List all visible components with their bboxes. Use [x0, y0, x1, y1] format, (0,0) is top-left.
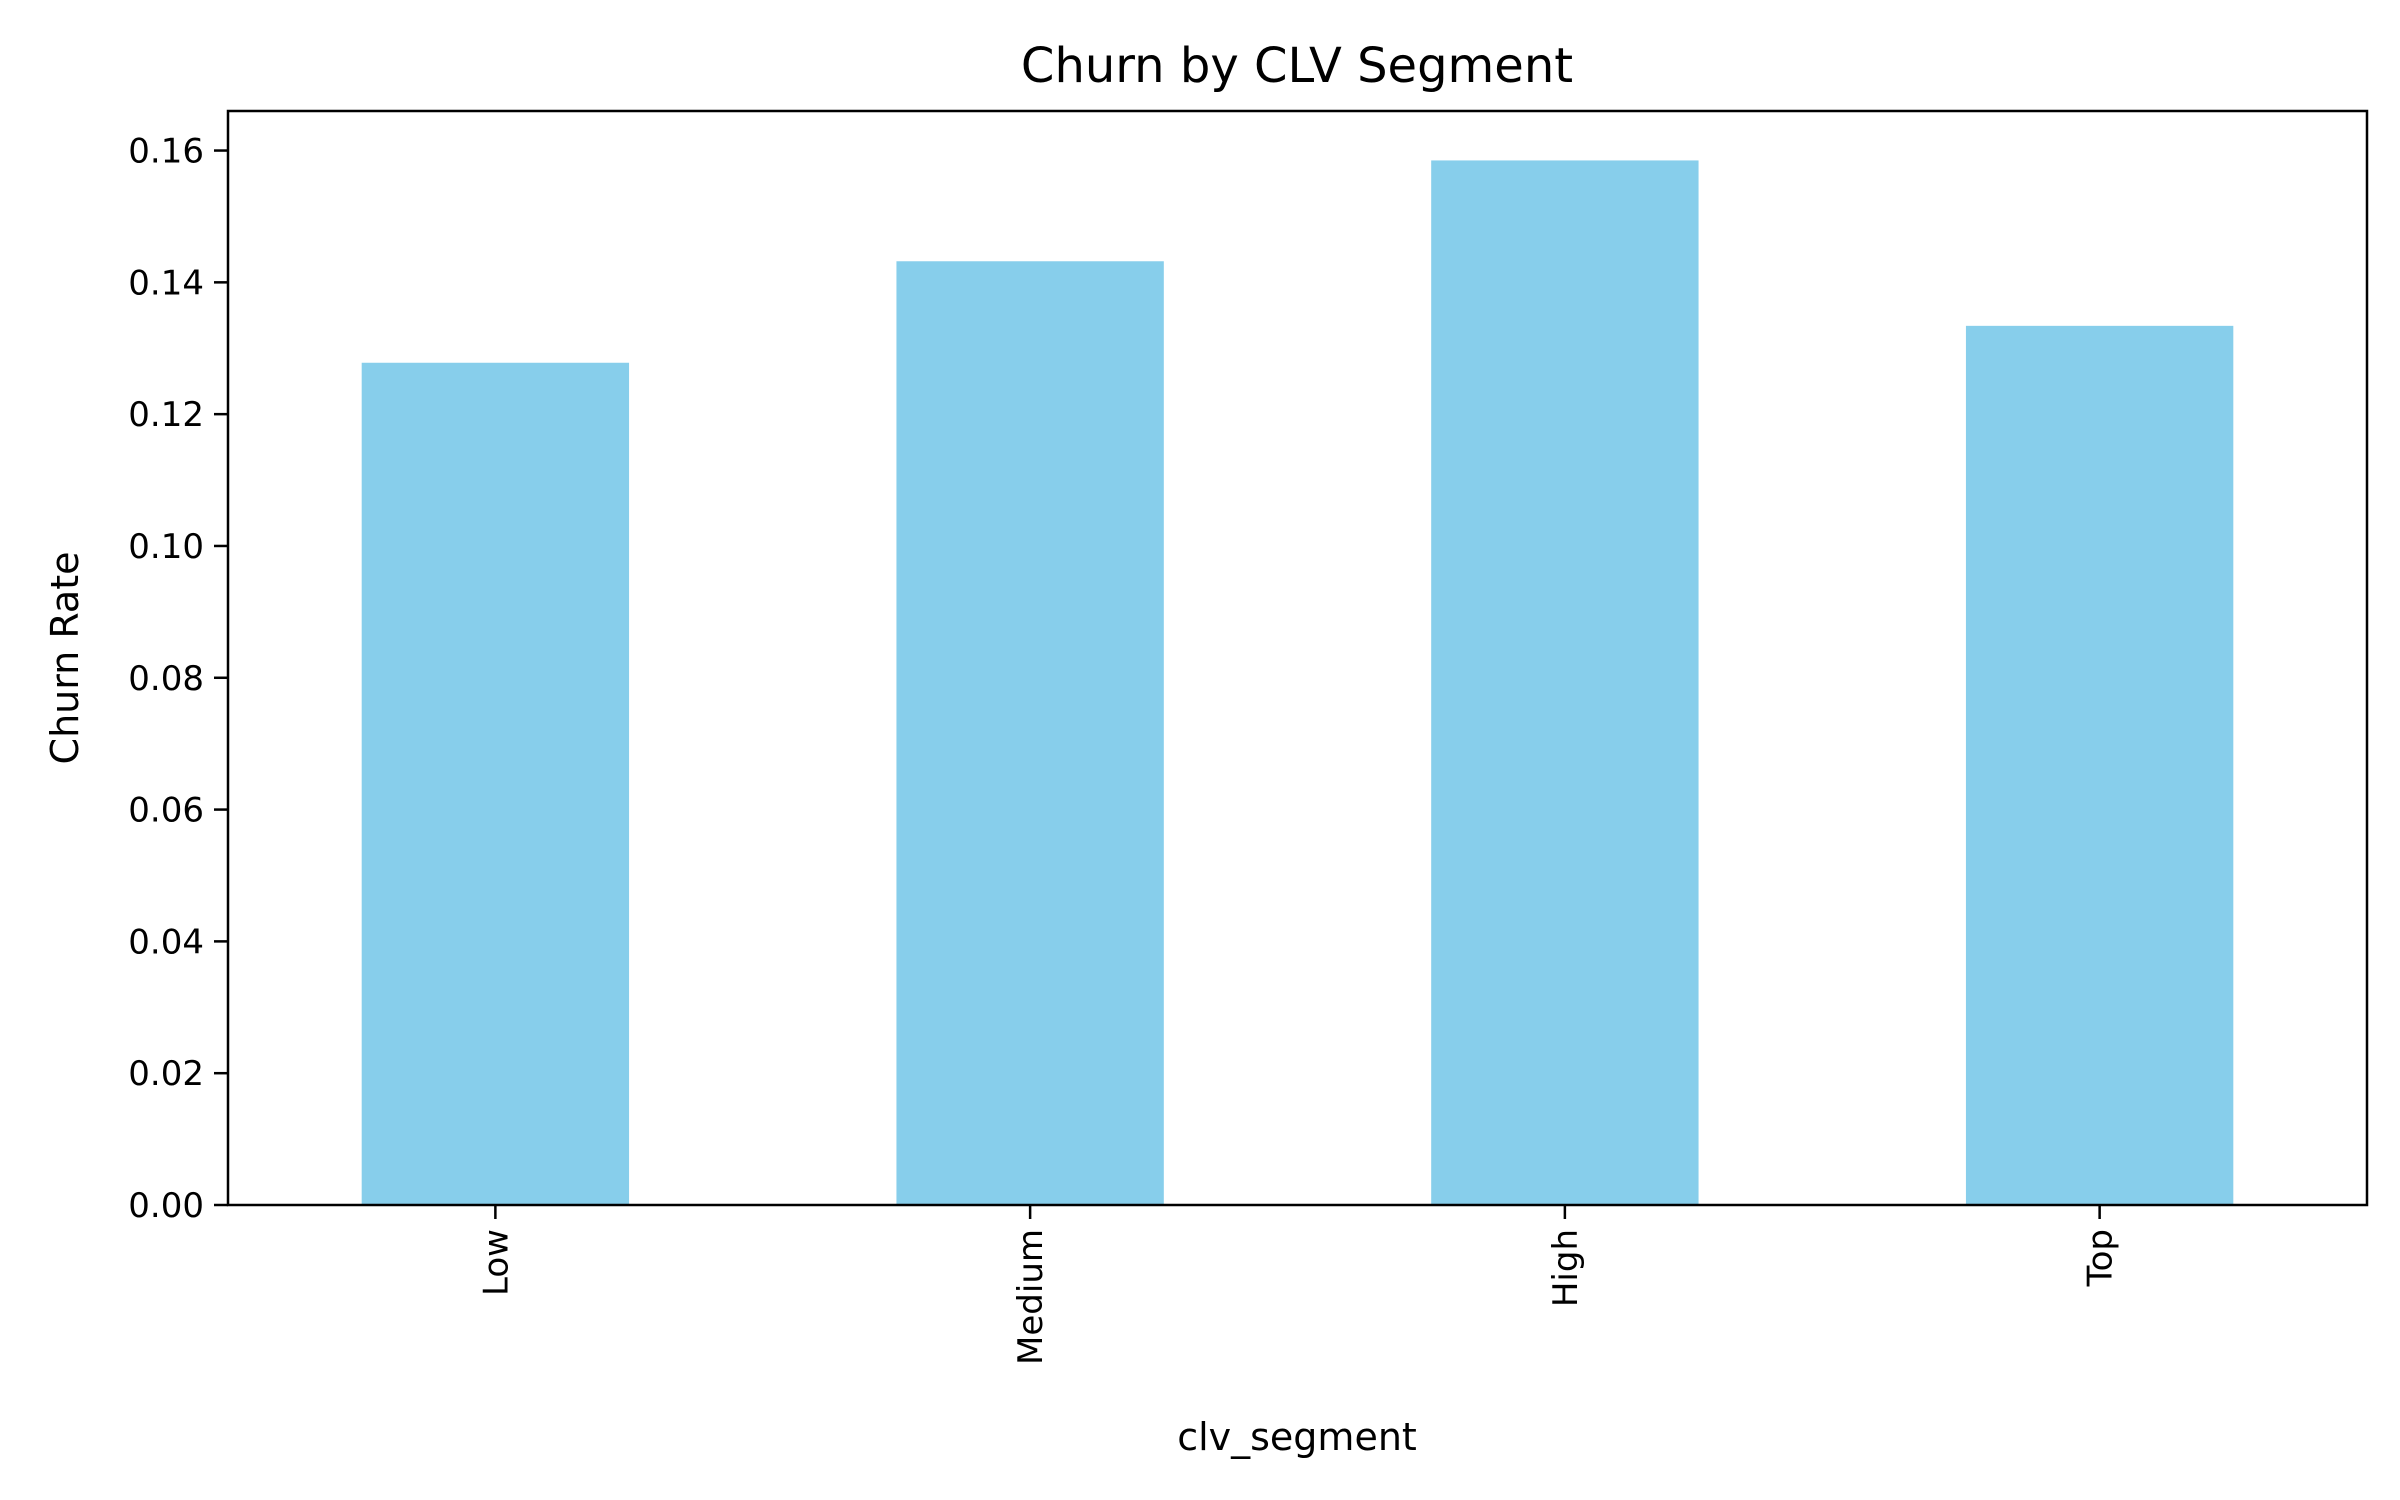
y-tick-label: 0.00	[128, 1186, 204, 1226]
y-tick-label: 0.02	[128, 1054, 204, 1094]
x-axis-ticks: Low Medium High Top	[476, 1205, 2121, 1365]
x-tick-label-medium: Medium	[1011, 1229, 1051, 1365]
bar-top	[1965, 325, 2234, 1205]
bars-group	[361, 160, 2234, 1205]
y-tick-label: 0.10	[128, 527, 204, 567]
y-tick-label: 0.04	[128, 922, 204, 962]
bar-low	[361, 362, 630, 1205]
y-tick-label: 0.12	[128, 395, 204, 435]
x-tick-label-low: Low	[476, 1229, 516, 1296]
bar-high	[1431, 160, 1699, 1205]
y-tick-label: 0.16	[128, 132, 204, 172]
plot-frame	[226, 109, 2369, 1207]
x-tick-label-top: Top	[2081, 1229, 2121, 1287]
x-axis-label: clv_segment	[1177, 1415, 1417, 1459]
bar-medium	[896, 261, 1164, 1205]
y-tick-label: 0.14	[128, 263, 204, 303]
chart-title: Churn by CLV Segment	[1021, 38, 1573, 94]
y-axis-ticks: 0.00 0.02 0.04 0.06 0.08 0.10 0.12 0.14 0.16	[128, 132, 228, 1226]
y-axis-label: Churn Rate	[43, 552, 87, 765]
y-tick-label: 0.08	[128, 659, 204, 699]
x-tick-label-high: High	[1546, 1229, 1586, 1307]
y-tick-label: 0.06	[128, 791, 204, 831]
